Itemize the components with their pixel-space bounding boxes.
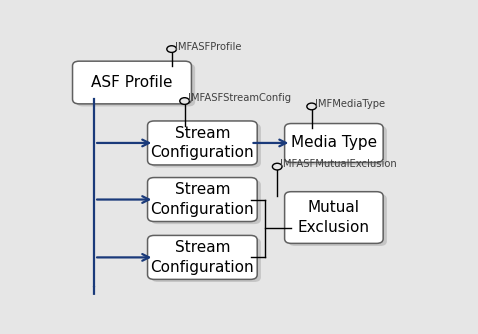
Text: IMFMediaType: IMFMediaType — [315, 99, 385, 109]
FancyBboxPatch shape — [288, 194, 387, 246]
FancyBboxPatch shape — [148, 235, 257, 279]
FancyBboxPatch shape — [288, 126, 387, 165]
FancyBboxPatch shape — [151, 180, 261, 224]
FancyBboxPatch shape — [151, 238, 261, 282]
FancyBboxPatch shape — [73, 61, 192, 104]
Circle shape — [167, 46, 176, 52]
Text: IMFASFMutualExclusion: IMFASFMutualExclusion — [280, 159, 397, 169]
Text: Stream
Configuration: Stream Configuration — [151, 240, 254, 275]
Circle shape — [272, 163, 282, 170]
Text: ASF Profile: ASF Profile — [91, 75, 173, 90]
Text: IMFASFProfile: IMFASFProfile — [174, 41, 241, 51]
Text: Media Type: Media Type — [291, 136, 377, 150]
Circle shape — [307, 103, 316, 110]
Text: Stream
Configuration: Stream Configuration — [151, 126, 254, 160]
FancyBboxPatch shape — [284, 124, 383, 162]
Text: IMFASFStreamConfig: IMFASFStreamConfig — [187, 94, 291, 104]
FancyBboxPatch shape — [148, 121, 257, 165]
Text: Stream
Configuration: Stream Configuration — [151, 182, 254, 217]
Text: Mutual
Exclusion: Mutual Exclusion — [298, 200, 370, 235]
Circle shape — [180, 98, 189, 104]
FancyBboxPatch shape — [76, 64, 195, 107]
FancyBboxPatch shape — [284, 192, 383, 243]
FancyBboxPatch shape — [148, 178, 257, 221]
FancyBboxPatch shape — [151, 124, 261, 168]
